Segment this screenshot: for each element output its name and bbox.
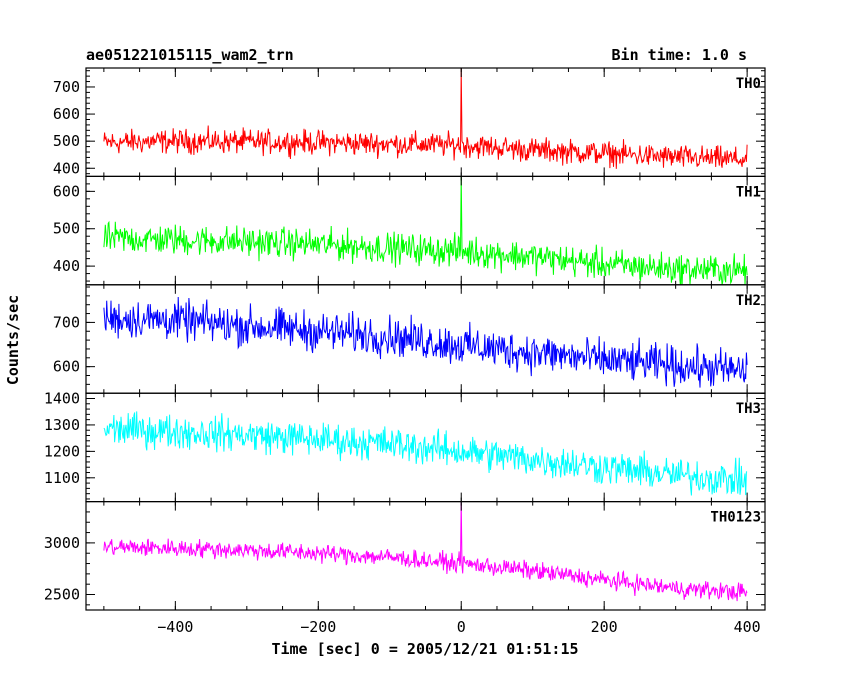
y-tick-label: 1300: [44, 416, 80, 434]
bin-time-label: Bin time: 1.0 s: [612, 46, 747, 64]
y-tick-label: 1100: [44, 469, 80, 487]
panel-label-th3: TH3: [736, 401, 761, 417]
x-tick-label: 0: [457, 618, 466, 636]
panel-th1: 400 500 600 TH1: [53, 175, 766, 286]
y-tick-label: 2500: [44, 586, 80, 604]
y-tick-label: 1200: [44, 442, 80, 460]
y-tick-label: 1400: [44, 389, 80, 407]
panel-frame: [85, 501, 766, 611]
y-tick-label: 600: [53, 358, 80, 376]
series-line-th2: [103, 296, 748, 388]
panel-label-th0: TH0: [736, 76, 761, 92]
y-tick-label: 400: [53, 257, 80, 275]
panel-th2: 600 700 TH2: [53, 284, 766, 394]
y-tick-label: 400: [53, 159, 80, 177]
x-tick-label: −400: [157, 618, 193, 636]
y-tick-label: 700: [53, 313, 80, 331]
y-tick-label: 500: [53, 220, 80, 238]
x-tick-label: 200: [591, 618, 618, 636]
y-tick-label: 3000: [44, 534, 80, 552]
panel-label-th1: TH1: [736, 184, 761, 200]
x-axis: −400 −200 0 200 400: [157, 618, 760, 636]
y-axis-title: Counts/sec: [4, 295, 22, 385]
series-line-th1: [103, 176, 748, 285]
series-line-th0123: [103, 501, 748, 602]
panel-th0123: 2500 3000 TH0123: [44, 501, 766, 611]
panel-label-th2: TH2: [736, 293, 761, 309]
panels-group: 400 500 600 700 TH0 400 500 600 TH1 600 700 TH2 1100…: [44, 67, 766, 611]
series-line-th0: [103, 68, 748, 169]
panel-th0: 400 500 600 700 TH0: [53, 67, 766, 177]
y-tick-label: 600: [53, 105, 80, 123]
x-tick-label: 400: [734, 618, 761, 636]
panel-label-th0123: TH0123: [710, 510, 761, 526]
chart-title: ae051221015115_wam2_trn: [86, 46, 294, 64]
panel-frame: [85, 175, 766, 286]
y-tick-label: 600: [53, 182, 80, 200]
series-line-th3: [103, 411, 748, 496]
x-axis-title: Time [sec] 0 = 2005/12/21 01:51:15: [271, 640, 578, 658]
y-tick-label: 700: [53, 78, 80, 96]
panel-th3: 1100 1200 1300 1400 TH3: [44, 389, 766, 503]
x-tick-label: −200: [300, 618, 336, 636]
y-tick-label: 500: [53, 132, 80, 150]
